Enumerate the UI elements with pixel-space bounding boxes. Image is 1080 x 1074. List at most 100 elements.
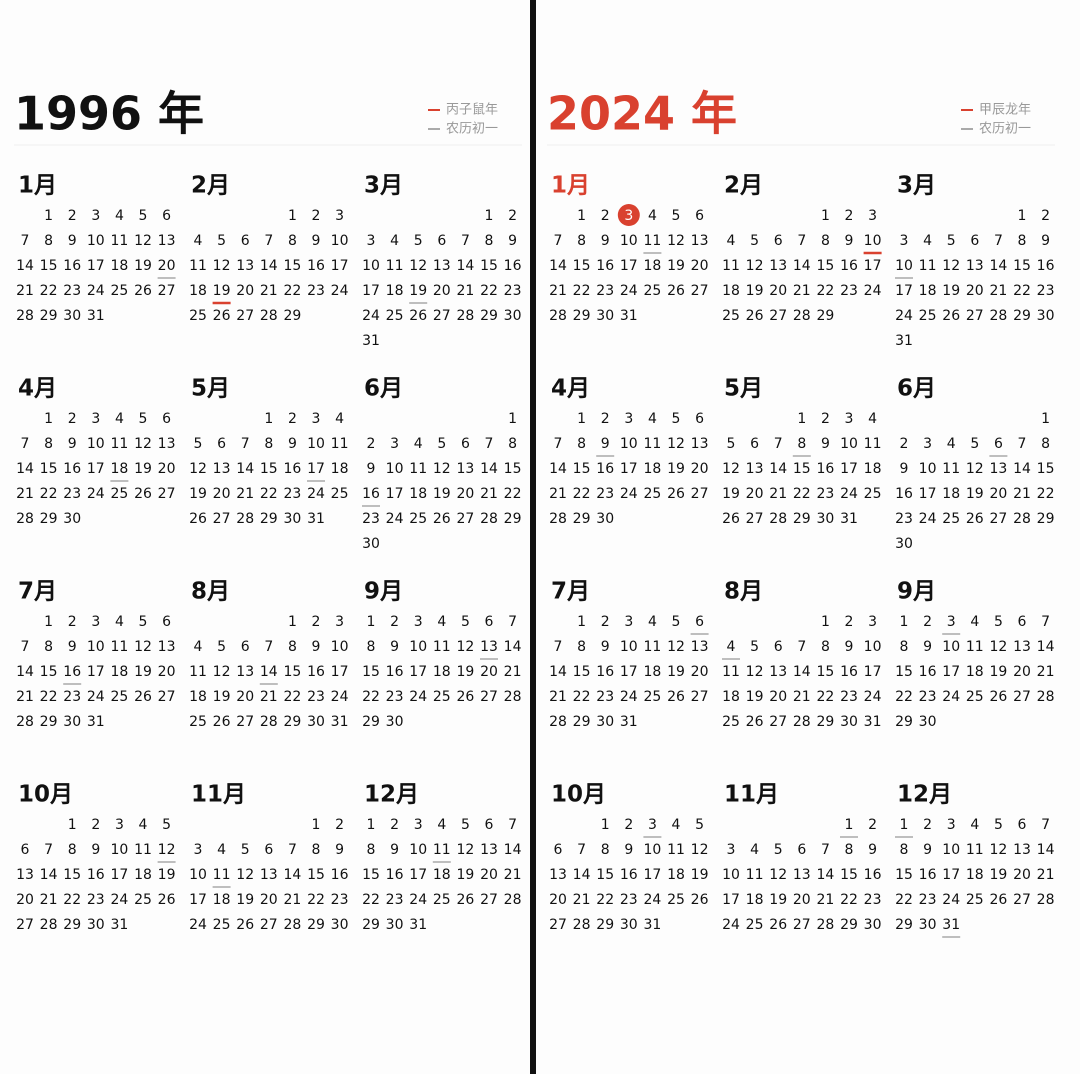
day: 5 bbox=[750, 233, 759, 249]
day: 12 bbox=[667, 639, 685, 655]
day: 21 bbox=[989, 283, 1007, 299]
day: 13 bbox=[1013, 842, 1031, 858]
day: 23 bbox=[331, 892, 349, 908]
day: 7 bbox=[508, 614, 517, 630]
day: 22 bbox=[840, 892, 858, 908]
day: 31 bbox=[942, 917, 960, 933]
day: 23 bbox=[840, 689, 858, 705]
day: 7 bbox=[21, 436, 30, 452]
day: 14 bbox=[260, 258, 278, 274]
day: 12 bbox=[189, 461, 207, 477]
day: 16 bbox=[895, 486, 913, 502]
day: 11 bbox=[643, 639, 661, 655]
day: 23 bbox=[620, 892, 638, 908]
day: 14 bbox=[504, 639, 522, 655]
day: 4 bbox=[750, 842, 759, 858]
day: 29 bbox=[895, 917, 913, 933]
day: 6 bbox=[1018, 614, 1027, 630]
day: 5 bbox=[162, 817, 171, 833]
day: 23 bbox=[1037, 283, 1055, 299]
day: 8 bbox=[288, 233, 297, 249]
day: 6 bbox=[797, 842, 806, 858]
month-name: 10月 bbox=[551, 782, 606, 808]
day: 23 bbox=[919, 892, 937, 908]
day: 8 bbox=[288, 639, 297, 655]
day: 9 bbox=[68, 233, 77, 249]
day: 8 bbox=[485, 233, 494, 249]
day: 22 bbox=[573, 689, 591, 705]
day: 22 bbox=[63, 892, 81, 908]
day: 2 bbox=[868, 817, 877, 833]
day: 24 bbox=[895, 308, 913, 324]
month-name: 2月 bbox=[724, 173, 763, 199]
day: 15 bbox=[573, 664, 591, 680]
day: 17 bbox=[840, 461, 858, 477]
day: 18 bbox=[134, 867, 152, 883]
day: 25 bbox=[110, 283, 128, 299]
day: 15 bbox=[573, 258, 591, 274]
day: 28 bbox=[504, 892, 522, 908]
day: 27 bbox=[158, 283, 176, 299]
day: 13 bbox=[260, 867, 278, 883]
day: 25 bbox=[386, 308, 404, 324]
day: 5 bbox=[461, 817, 470, 833]
day: 31 bbox=[307, 511, 325, 527]
day: 4 bbox=[194, 233, 203, 249]
day: 22 bbox=[1013, 283, 1031, 299]
day: 31 bbox=[840, 511, 858, 527]
day: 25 bbox=[722, 714, 740, 730]
day: 1 bbox=[264, 411, 273, 427]
day: 10 bbox=[362, 258, 380, 274]
day: 26 bbox=[989, 689, 1007, 705]
day: 6 bbox=[461, 436, 470, 452]
day: 12 bbox=[236, 867, 254, 883]
day: 14 bbox=[16, 461, 34, 477]
day: 1 bbox=[68, 817, 77, 833]
day: 11 bbox=[722, 664, 740, 680]
day: 1 bbox=[797, 411, 806, 427]
day: 23 bbox=[816, 486, 834, 502]
day: 14 bbox=[549, 461, 567, 477]
day: 19 bbox=[942, 283, 960, 299]
day: 13 bbox=[549, 867, 567, 883]
day: 9 bbox=[821, 436, 830, 452]
day: 15 bbox=[362, 664, 380, 680]
day: 7 bbox=[264, 233, 273, 249]
day: 13 bbox=[158, 436, 176, 452]
day: 18 bbox=[667, 867, 685, 883]
day: 28 bbox=[793, 308, 811, 324]
day: 9 bbox=[508, 233, 517, 249]
day: 17 bbox=[331, 664, 349, 680]
day: 27 bbox=[1013, 892, 1031, 908]
day: 22 bbox=[573, 283, 591, 299]
day: 2 bbox=[923, 817, 932, 833]
day: 16 bbox=[362, 486, 380, 502]
day: 8 bbox=[44, 639, 53, 655]
day: 1 bbox=[288, 614, 297, 630]
day: 19 bbox=[746, 689, 764, 705]
day: 17 bbox=[864, 664, 882, 680]
day: 23 bbox=[919, 689, 937, 705]
day: 14 bbox=[769, 461, 787, 477]
day: 26 bbox=[134, 283, 152, 299]
day: 20 bbox=[989, 486, 1007, 502]
day: 21 bbox=[549, 283, 567, 299]
day: 6 bbox=[554, 842, 563, 858]
day: 10 bbox=[919, 461, 937, 477]
day: 4 bbox=[672, 817, 681, 833]
day: 10 bbox=[864, 233, 882, 249]
day: 29 bbox=[573, 511, 591, 527]
day: 19 bbox=[667, 461, 685, 477]
day: 2 bbox=[1041, 208, 1050, 224]
day: 27 bbox=[793, 917, 811, 933]
month-name: 1月 bbox=[551, 173, 590, 199]
day: 25 bbox=[643, 689, 661, 705]
day: 31 bbox=[331, 714, 349, 730]
day: 16 bbox=[307, 664, 325, 680]
day: 19 bbox=[456, 664, 474, 680]
day: 7 bbox=[288, 842, 297, 858]
day: 28 bbox=[456, 308, 474, 324]
day: 21 bbox=[456, 283, 474, 299]
day: 2 bbox=[821, 411, 830, 427]
day: 5 bbox=[139, 208, 148, 224]
